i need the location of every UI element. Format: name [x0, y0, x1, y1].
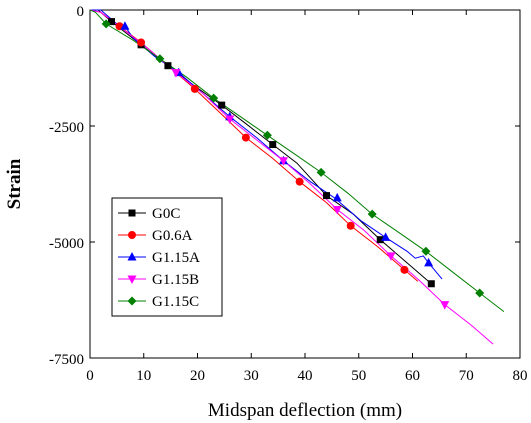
legend-swatch-marker [128, 231, 136, 239]
data-point-g1-15b [440, 301, 450, 310]
legend-label: G1.15B [152, 272, 199, 288]
x-tick-label: 70 [459, 368, 474, 384]
y-tick-label: -5000 [49, 236, 84, 252]
data-point-g1-15b [332, 206, 342, 215]
legend: G0C G0.6A G1.15A G1.15B G1.15C [111, 197, 223, 317]
data-point-g1-15b [386, 252, 396, 261]
data-point-g1-15a [120, 21, 130, 30]
legend-swatch-marker [128, 209, 136, 217]
axis-ticks: 0 10 20 30 40 50 60 70 80 0 -2500 -5000 -7500 [49, 4, 528, 384]
x-tick-label: 20 [190, 368, 205, 384]
data-point-g0c [269, 141, 277, 149]
data-point-g0c [108, 18, 115, 26]
data-point-g1-15c [421, 246, 431, 256]
data-point-g0-6a [137, 38, 146, 47]
x-tick-label: 40 [298, 368, 313, 384]
data-point-g1-15b [171, 69, 181, 78]
legend-label: G0.6A [152, 228, 193, 244]
y-axis-label: Strain [4, 158, 25, 209]
data-point-g1-15b [279, 157, 288, 166]
data-point-g1-15c [155, 54, 165, 64]
y-tick-label: 0 [77, 4, 85, 20]
data-point-g1-15a [381, 232, 391, 241]
data-point-g1-15c [209, 93, 219, 103]
series-line-g1-15c [89, 9, 505, 312]
data-point-g0c [164, 62, 172, 70]
legend-swatch-marker [127, 275, 137, 284]
data-point-g1-15c [367, 209, 377, 219]
data-point-g0c [218, 101, 226, 109]
x-tick-label: 60 [405, 368, 420, 384]
legend-label: G1.15A [152, 250, 200, 266]
data-point-g1-15c [101, 19, 111, 29]
data-point-g0-6a [400, 265, 409, 274]
data-point-g1-15c [262, 130, 272, 140]
data-point-g1-15a [332, 192, 342, 202]
data-point-g0-6a [241, 133, 250, 142]
data-point-g0-6a [190, 84, 199, 93]
x-tick-label: 10 [136, 368, 151, 384]
data-point-g0c [427, 280, 435, 288]
data-point-g0c [323, 192, 330, 200]
x-tick-label: 30 [244, 368, 259, 384]
data-point-g0-6a [295, 177, 304, 186]
y-tick-label: -2500 [49, 120, 84, 136]
x-tick-label: 80 [513, 368, 528, 384]
data-point-g1-15b [225, 115, 235, 125]
data-point-g0-6a [346, 221, 355, 230]
legend-label: G1.15C [152, 294, 199, 310]
data-point-g1-15c [316, 167, 326, 177]
y-tick-label: -7500 [49, 352, 84, 368]
legend-label: G0C [152, 206, 180, 222]
data-point-g1-15a [424, 257, 434, 267]
series-markers [101, 18, 485, 310]
legend-swatch-marker [127, 296, 137, 306]
x-tick-label: 0 [86, 368, 94, 384]
legend-swatch-marker [127, 252, 137, 261]
data-point-g1-15c [475, 288, 485, 298]
x-tick-label: 50 [351, 368, 366, 384]
x-axis-label: Midspan deflection (mm) [208, 400, 402, 421]
data-point-g0c [376, 236, 384, 244]
